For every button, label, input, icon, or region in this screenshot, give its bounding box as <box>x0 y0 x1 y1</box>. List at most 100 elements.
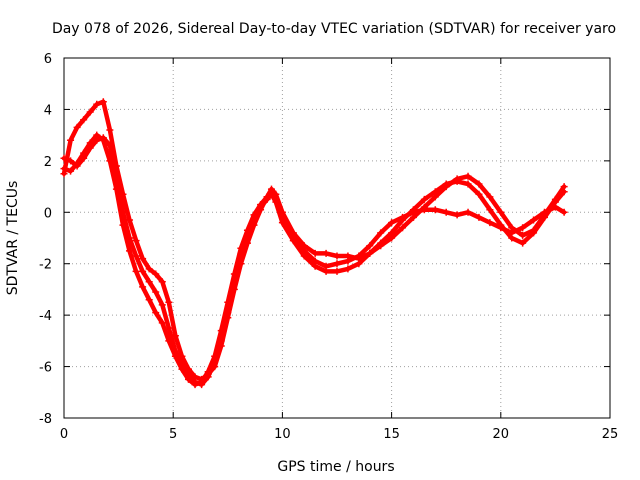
data-point <box>184 375 192 383</box>
data-point <box>132 267 140 275</box>
data-point <box>224 298 232 306</box>
data-point <box>152 309 160 317</box>
data-point <box>171 352 179 360</box>
data-point <box>267 188 275 196</box>
data-point <box>464 180 472 188</box>
data-point <box>344 265 352 273</box>
data-point <box>355 252 363 260</box>
data-point <box>67 167 75 175</box>
chart-title: Day 078 of 2026, Sidereal Day-to-day VTE… <box>52 21 616 37</box>
data-point <box>80 149 88 157</box>
data-point <box>191 381 199 389</box>
data-point <box>272 195 280 203</box>
y-tick-label: 0 <box>44 206 52 221</box>
data-point <box>431 206 439 214</box>
data-point <box>139 267 147 275</box>
data-point <box>442 180 450 188</box>
data-point <box>211 352 219 360</box>
data-point <box>158 319 166 327</box>
data-point <box>278 213 286 221</box>
data-point <box>106 126 114 134</box>
data-point <box>486 219 494 227</box>
y-tick-labels: -8 -6 -4 -2 0 2 4 6 <box>39 52 52 427</box>
data-point <box>355 260 363 268</box>
data-point <box>289 231 297 239</box>
x-tick-label: 5 <box>169 427 177 442</box>
data-point <box>165 298 173 306</box>
data-series <box>60 98 568 389</box>
data-point <box>453 211 461 219</box>
data-point <box>464 172 472 180</box>
data-point <box>431 188 439 196</box>
data-point <box>93 100 101 108</box>
data-point <box>344 257 352 265</box>
data-point <box>152 270 160 278</box>
data-point <box>388 219 396 227</box>
data-point <box>366 242 374 250</box>
data-point <box>497 224 505 232</box>
data-point <box>497 208 505 216</box>
data-point <box>388 229 396 237</box>
data-point <box>311 249 319 257</box>
data-point <box>453 177 461 185</box>
data-point <box>67 136 75 144</box>
series-track-a <box>60 98 568 383</box>
data-point <box>80 116 88 124</box>
x-tick-label: 0 <box>60 427 68 442</box>
data-point <box>145 265 153 273</box>
data-point <box>99 98 107 106</box>
data-point <box>333 267 341 275</box>
data-point <box>132 252 140 260</box>
y-tick-label: -4 <box>39 309 52 324</box>
data-point <box>530 229 538 237</box>
data-point <box>519 231 527 239</box>
data-point <box>217 327 225 335</box>
data-point <box>230 270 238 278</box>
data-point <box>198 378 206 386</box>
data-point <box>145 296 153 304</box>
data-point <box>139 283 147 291</box>
data-point <box>126 247 134 255</box>
data-point <box>250 211 258 219</box>
data-point <box>152 288 160 296</box>
data-point <box>178 365 186 373</box>
data-point <box>99 136 107 144</box>
plot-frame <box>63 57 611 419</box>
data-point <box>119 221 127 229</box>
x-tick-label: 10 <box>274 427 291 442</box>
data-point <box>322 262 330 270</box>
data-point <box>300 247 308 255</box>
y-tick-label: 4 <box>44 103 52 118</box>
data-point <box>508 229 516 237</box>
data-point <box>420 195 428 203</box>
data-point <box>399 213 407 221</box>
data-point <box>132 237 140 245</box>
data-point <box>60 154 68 162</box>
y-tick-label: 6 <box>44 52 52 67</box>
data-point <box>519 224 527 232</box>
data-point <box>204 368 212 376</box>
y-axis-label: SDTVAR / TECUs <box>5 181 21 296</box>
data-point <box>67 157 75 165</box>
x-tick-label: 20 <box>493 427 510 442</box>
data-point <box>322 249 330 257</box>
data-point <box>158 301 166 309</box>
data-point <box>377 239 385 247</box>
data-point <box>409 208 417 216</box>
data-point <box>243 226 251 234</box>
data-point <box>106 157 114 165</box>
data-point <box>486 206 494 214</box>
data-point <box>486 193 494 201</box>
data-point <box>475 213 483 221</box>
data-point <box>112 185 120 193</box>
series-track-c <box>60 131 568 389</box>
data-point <box>139 255 147 263</box>
axis-ticks <box>63 57 611 419</box>
data-point <box>366 249 374 257</box>
data-point <box>333 260 341 268</box>
data-point <box>551 203 559 211</box>
x-axis-label: GPS time / hours <box>277 459 394 475</box>
data-point <box>73 123 81 131</box>
data-point <box>263 193 271 201</box>
